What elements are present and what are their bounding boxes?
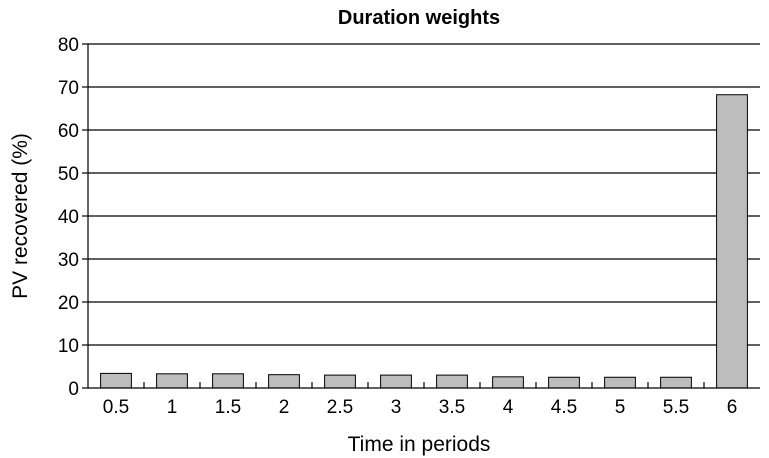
y-tick-label: 60 xyxy=(58,121,79,142)
bar-6 xyxy=(716,94,748,389)
bar-5 xyxy=(604,376,636,389)
chart-title: Duration weights xyxy=(338,7,500,29)
x-tick-label: 3.5 xyxy=(439,397,465,418)
bar-4.5 xyxy=(548,376,580,389)
bar-1.5 xyxy=(212,373,244,389)
x-tick-label: 0.5 xyxy=(103,397,129,418)
bars xyxy=(100,94,748,389)
bar-0.5 xyxy=(100,372,132,389)
bar-1 xyxy=(156,373,188,389)
x-tick-labels: 0.5 1 1.5 2 2.5 3 3.5 4 4.5 5 5.5 6 xyxy=(103,397,738,418)
gridlines xyxy=(82,43,760,389)
y-tick-labels: 0 10 20 30 40 50 60 70 80 xyxy=(58,35,79,400)
x-tick-label: 1.5 xyxy=(215,397,241,418)
x-tick-label: 2.5 xyxy=(327,397,353,418)
x-tick-label: 2 xyxy=(279,397,290,418)
y-axis-label: PV recovered (%) xyxy=(9,133,32,299)
bar-4 xyxy=(492,376,524,389)
axes xyxy=(87,44,760,389)
bar-5.5 xyxy=(660,376,692,389)
x-tick-label: 4 xyxy=(503,397,514,418)
y-tick-label: 30 xyxy=(58,250,79,271)
x-tick-label: 1 xyxy=(167,397,178,418)
y-tick-label: 80 xyxy=(58,35,79,56)
x-axis-label: Time in periods xyxy=(348,433,491,456)
y-tick-label: 0 xyxy=(68,379,79,400)
bar-2 xyxy=(268,374,300,389)
x-tick-label: 3 xyxy=(391,397,402,418)
y-tick-label: 10 xyxy=(58,336,79,357)
y-tick-label: 20 xyxy=(58,293,79,314)
bar-3 xyxy=(380,374,412,389)
x-tick-label: 4.5 xyxy=(551,397,577,418)
bar-3.5 xyxy=(436,374,468,389)
bar-2.5 xyxy=(324,374,356,389)
y-tick-label: 50 xyxy=(58,164,79,185)
x-tick-label: 5.5 xyxy=(663,397,689,418)
x-tick-label: 6 xyxy=(727,397,738,418)
y-tick-label: 70 xyxy=(58,78,79,99)
y-tick-label: 40 xyxy=(58,207,79,228)
x-tick-label: 5 xyxy=(615,397,626,418)
